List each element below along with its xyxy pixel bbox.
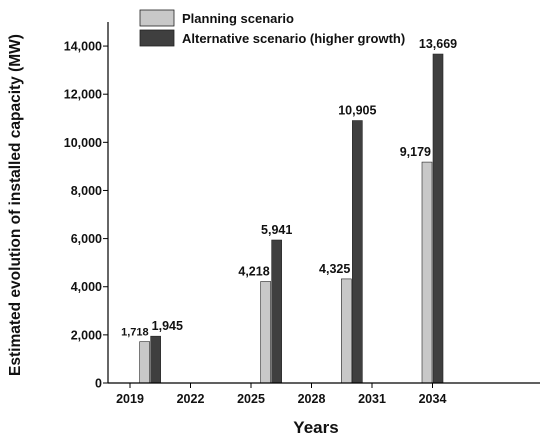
x-axis-ticks: 2019 2022 2025 2028 2031 2034 <box>116 383 446 406</box>
y-tick-label: 2,000 <box>71 328 102 342</box>
data-label: 4,218 <box>238 264 269 278</box>
data-label: 4,325 <box>319 262 350 276</box>
data-label: 10,905 <box>338 104 376 118</box>
y-tick-label: 14,000 <box>64 40 102 54</box>
data-labels: 1,718 1,945 4,218 5,941 4,325 10,905 9,179 13,6… <box>121 37 457 339</box>
y-tick-label: 0 <box>95 377 102 391</box>
legend-label: Alternative scenario (higher growth) <box>182 31 405 46</box>
legend-swatch <box>139 29 175 47</box>
bar-planning <box>260 281 271 384</box>
x-tick-label: 2034 <box>419 392 447 406</box>
x-tick-label: 2019 <box>116 392 144 406</box>
y-tick-label: 4,000 <box>71 280 102 294</box>
bar-planning <box>341 278 352 384</box>
data-label: 1,718 <box>121 327 149 339</box>
y-tick-label: 8,000 <box>71 184 102 198</box>
y-axis-ticks: 0 2,000 4,000 6,000 8,000 10,000 12,000 14,000 <box>64 40 108 391</box>
x-tick-label: 2022 <box>177 392 205 406</box>
y-tick-label: 6,000 <box>71 232 102 246</box>
bar-planning <box>421 161 433 384</box>
x-tick-label: 2028 <box>298 392 326 406</box>
bar-alternative <box>432 53 444 384</box>
legend-label: Planning scenario <box>182 11 294 26</box>
axes <box>107 22 540 384</box>
bar-alternative <box>271 239 282 384</box>
bar-planning <box>139 341 150 384</box>
data-label: 9,179 <box>400 145 431 159</box>
y-axis-title: Estimated evolution of installed capacit… <box>7 34 24 376</box>
bar-alternative <box>150 335 161 384</box>
x-tick-label: 2025 <box>237 392 265 406</box>
y-tick-label: 10,000 <box>64 136 102 150</box>
data-label: 1,945 <box>152 319 183 333</box>
x-axis-title: Years <box>293 418 338 437</box>
legend: Planning scenario Alternative scenario (h… <box>139 9 405 47</box>
data-label: 5,941 <box>261 223 292 237</box>
data-label: 13,669 <box>419 37 457 51</box>
legend-swatch <box>139 9 175 27</box>
bar-alternative <box>352 120 363 384</box>
bars <box>139 53 444 384</box>
x-tick-label: 2031 <box>358 392 386 406</box>
y-tick-label: 12,000 <box>64 88 102 102</box>
